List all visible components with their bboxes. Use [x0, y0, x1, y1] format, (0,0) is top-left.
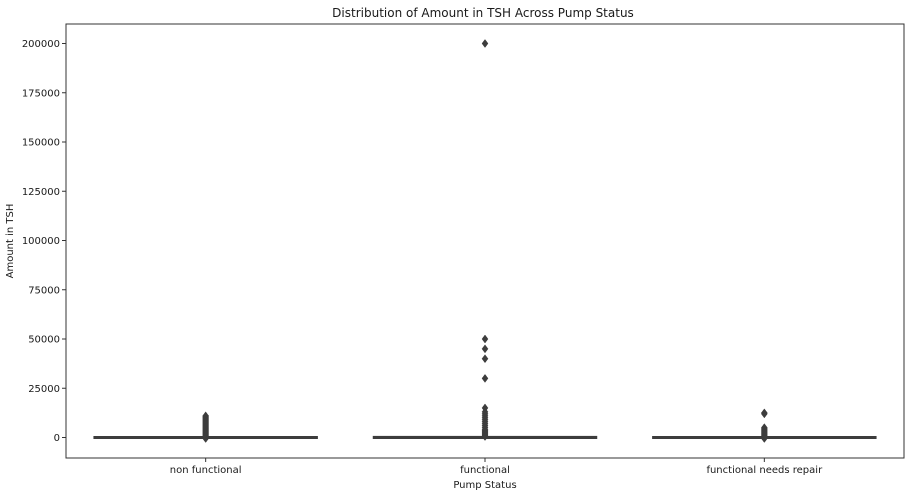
box-group [93, 411, 318, 443]
outlier-point [481, 334, 489, 344]
chart-title: Distribution of Amount in TSH Across Pum… [332, 6, 634, 20]
outlier-point [481, 354, 489, 364]
box-group [652, 408, 877, 443]
y-tick-label: 200000 [22, 39, 60, 50]
x-tick-label: functional needs repair [706, 465, 823, 476]
y-axis: 0 25000 50000 75000 100000 125000 150000 175000… [22, 39, 66, 444]
y-tick-label: 25000 [28, 384, 60, 395]
x-tick-label: functional [460, 465, 510, 476]
outlier-point [761, 434, 768, 443]
outlier-point [761, 409, 768, 419]
x-tick-label: non functional [170, 465, 242, 476]
y-tick-label: 175000 [22, 88, 60, 99]
y-tick-label: 75000 [28, 285, 60, 296]
outlier-point [481, 39, 489, 48]
box-series [93, 39, 877, 443]
y-tick-label: 125000 [22, 187, 60, 198]
x-axis: non functional functional functional needs… [170, 458, 823, 476]
y-axis-label: Amount in TSH [5, 204, 16, 279]
outlier-point [481, 432, 489, 441]
y-tick-label: 50000 [28, 335, 60, 346]
y-tick-label: 150000 [22, 138, 60, 149]
x-axis-label: Pump Status [453, 480, 516, 491]
outlier-point [481, 373, 489, 383]
y-tick-label: 100000 [22, 236, 60, 247]
box-group [372, 39, 598, 441]
plot-area [65, 23, 905, 459]
outlier-point [481, 344, 489, 354]
y-tick-label: 0 [54, 433, 60, 444]
outlier-point [202, 434, 209, 443]
